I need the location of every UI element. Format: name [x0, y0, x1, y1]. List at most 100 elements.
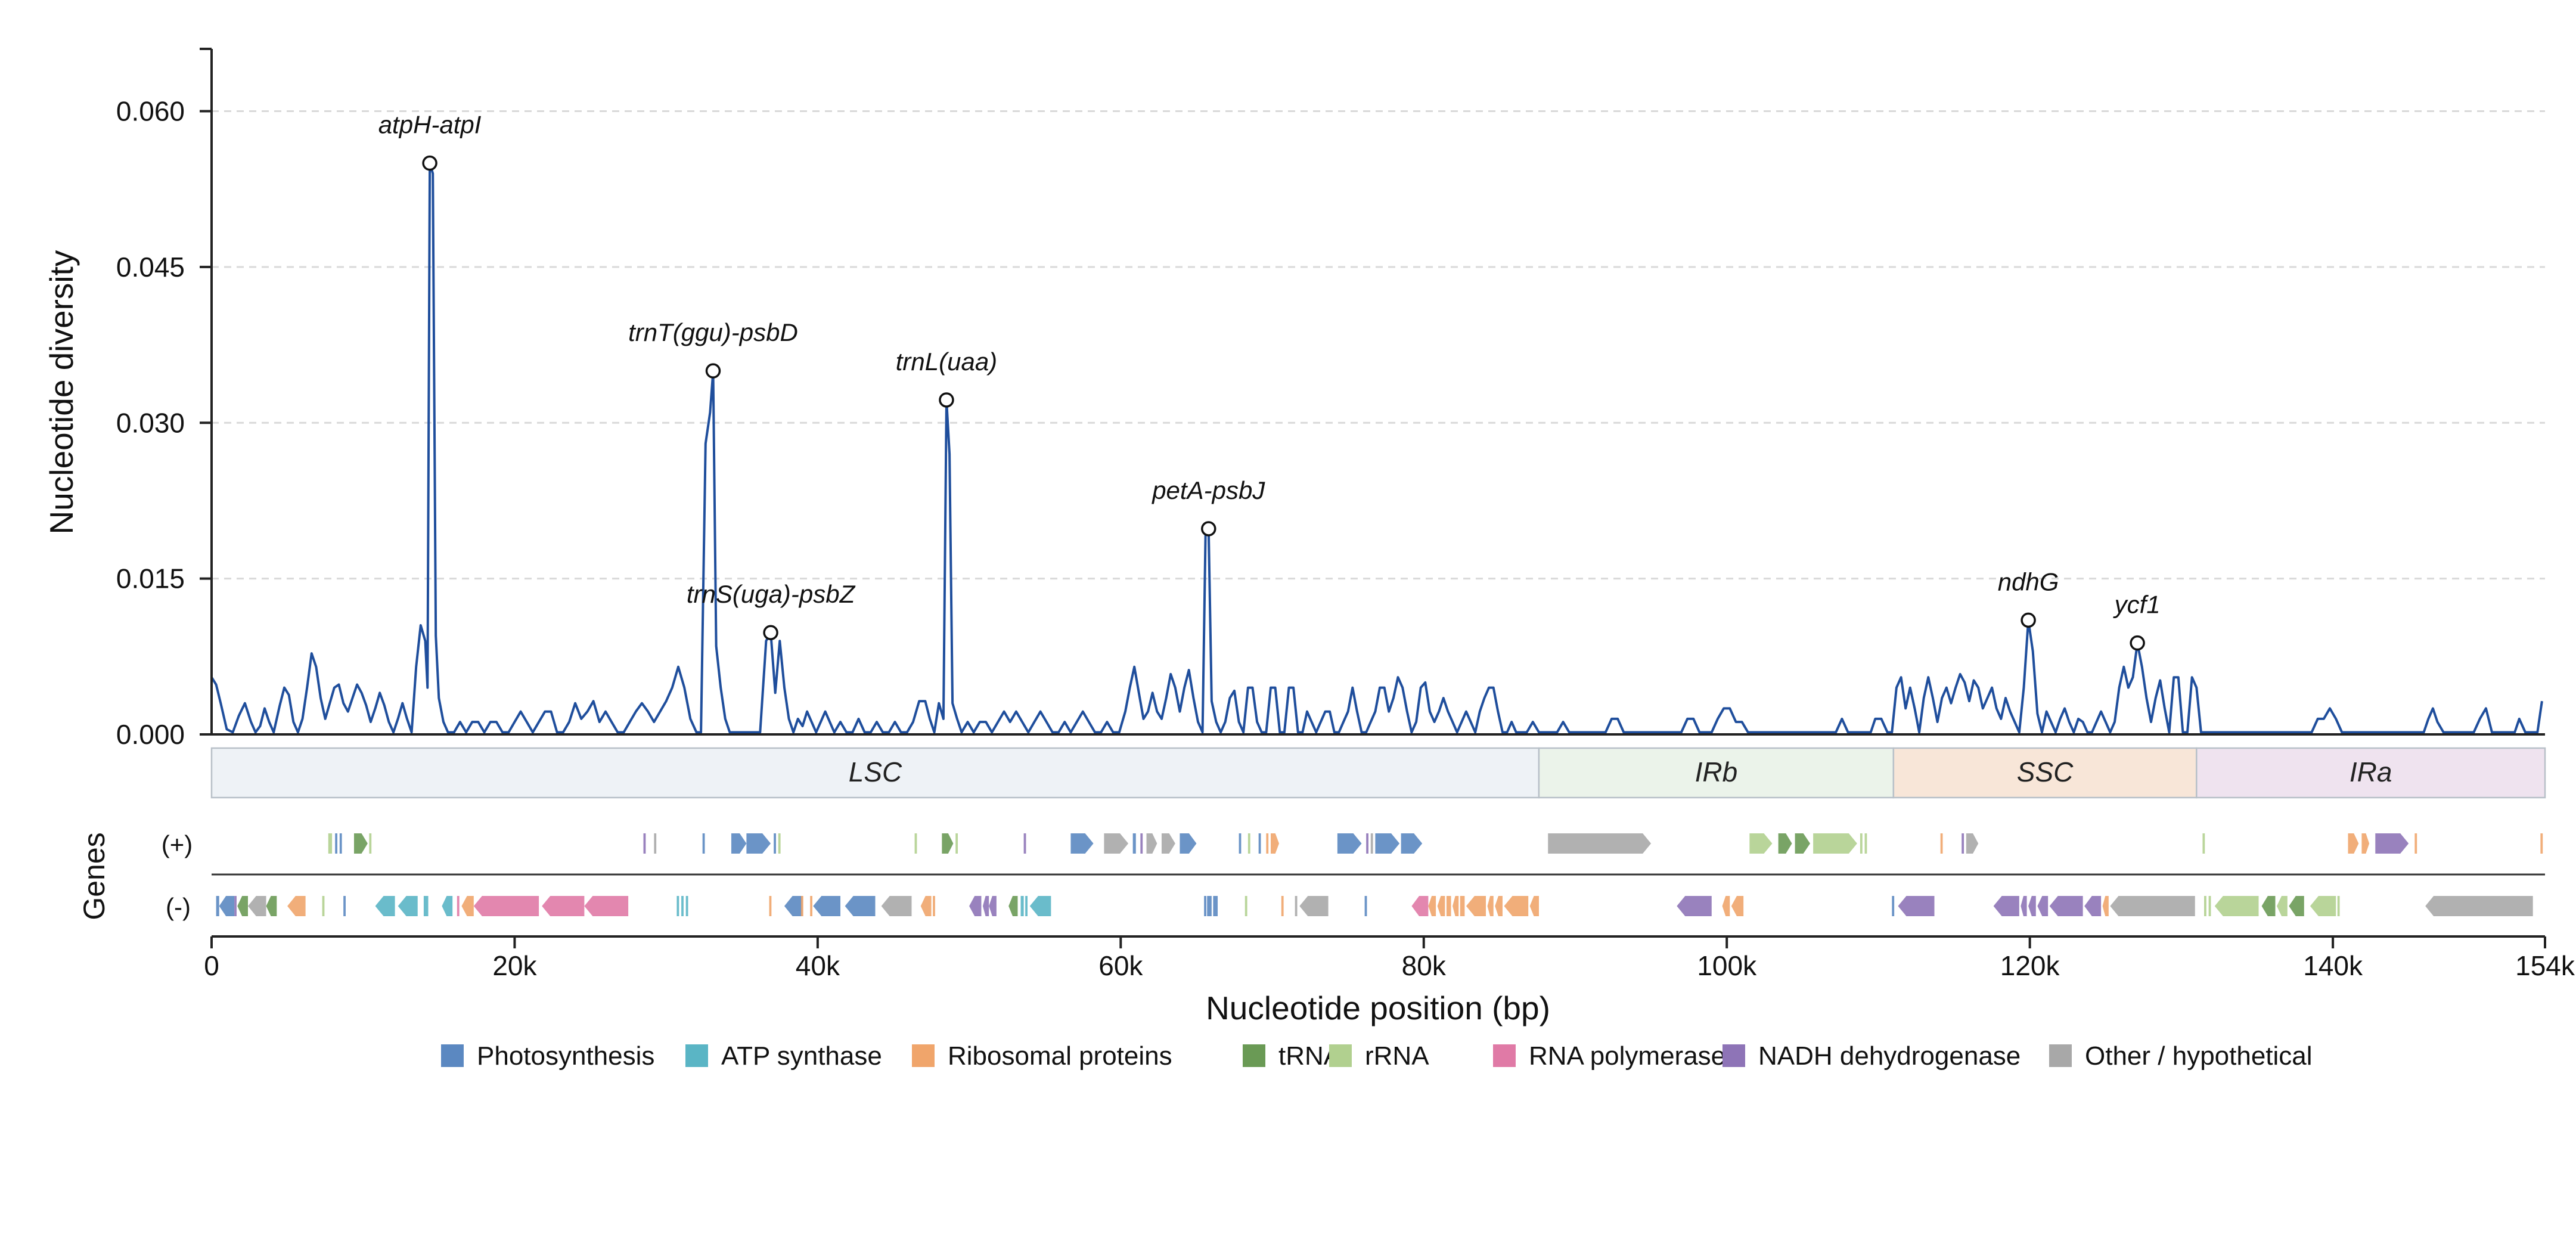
gene-minus	[1025, 896, 1028, 916]
gene-minus	[473, 896, 539, 916]
gene-minus	[881, 896, 912, 916]
gene-minus	[234, 896, 237, 916]
gene-minus	[784, 896, 803, 916]
gene-plus	[1161, 833, 1175, 854]
gene-minus	[2028, 896, 2036, 916]
gene-minus	[2102, 896, 2109, 916]
gene-minus	[2049, 896, 2083, 916]
gene-minus	[982, 896, 989, 916]
peak-label: trnS(uga)-psbZ	[687, 580, 856, 608]
gene-plus	[2202, 833, 2205, 854]
gene-minus	[219, 896, 235, 916]
gene-minus	[398, 896, 418, 916]
peak-point	[763, 625, 778, 640]
diversity-line-series	[210, 162, 2543, 734]
peak-label: trnT(ggu)-psbD	[628, 318, 798, 346]
gene-minus	[216, 896, 219, 916]
gene-plus	[1860, 833, 1863, 854]
x-axis-label: Nucleotide position (bp)	[1206, 990, 1550, 1026]
gene-minus	[1677, 896, 1712, 916]
gene-plus	[778, 833, 781, 854]
peak-label: trnL(uaa)	[896, 348, 997, 376]
gene-minus	[584, 896, 629, 916]
x-axis: 0 20k 40k 60k 80k 100k 120k 140k 154k	[204, 935, 2575, 981]
legend-label: Other / hypothetical	[2085, 1041, 2313, 1071]
gene-plus	[1146, 833, 1157, 854]
gene-minus	[920, 896, 932, 916]
gene-minus	[685, 896, 688, 916]
gene-plus	[1337, 833, 1362, 854]
gene-minus	[2310, 896, 2336, 916]
peak-point	[705, 363, 721, 379]
y-tick-label: 0.015	[116, 563, 185, 594]
x-tick-label: 100k	[1697, 950, 1757, 981]
gene-plus	[328, 833, 333, 854]
genome-regions-track: LSC IRb SSC IRa	[210, 747, 2546, 799]
y-tick-label: 0.030	[116, 407, 185, 438]
gene-minus	[2037, 896, 2049, 916]
gene-plus	[2375, 833, 2409, 854]
region-label: SSC	[2017, 756, 2074, 787]
y-tick-label: 0.045	[116, 252, 185, 283]
gene-minus	[461, 896, 474, 916]
gene-minus	[442, 896, 453, 916]
gene-minus	[1495, 896, 1503, 916]
gene-plus	[1271, 833, 1279, 854]
gene-minus	[1299, 896, 1329, 916]
gene-minus	[2337, 896, 2340, 916]
legend: Photosynthesis ATP synthase Ribosomal prot…	[441, 1041, 2313, 1071]
gene-minus	[813, 896, 841, 916]
gene-minus	[1993, 896, 2019, 916]
legend-swatch	[1243, 1044, 1265, 1067]
gene-plus	[643, 833, 646, 854]
gene-minus	[1504, 896, 1529, 916]
gene-minus	[2289, 896, 2304, 916]
legend-label: rRNA	[1365, 1041, 1429, 1071]
legend-label: Photosynthesis	[477, 1041, 654, 1071]
legend-swatch	[2049, 1044, 2072, 1067]
peak-label: atpH-atpI	[378, 111, 482, 139]
gene-minus	[2204, 896, 2206, 916]
legend-swatch	[441, 1044, 464, 1067]
gene-plus	[1940, 833, 1943, 854]
legend-label: RNA polymerase	[1529, 1041, 1725, 1071]
gene-minus	[810, 896, 812, 916]
genes-label: Genes	[77, 832, 111, 920]
peak-label: petA-psbJ	[1151, 476, 1265, 504]
gene-plus	[1247, 833, 1250, 854]
peak-point	[422, 155, 437, 171]
gene-plus	[2414, 833, 2417, 854]
y-tick-label: 0.000	[116, 719, 185, 750]
gene-plus	[1023, 833, 1026, 854]
gene-minus	[343, 896, 346, 916]
gene-minus	[2261, 896, 2276, 916]
gene-minus	[1722, 896, 1730, 916]
peak-point	[2021, 612, 2036, 628]
gene-minus	[1437, 896, 1445, 916]
gene-minus	[542, 896, 585, 916]
gene-plus	[2361, 833, 2370, 854]
gene-minus	[800, 896, 803, 916]
genes-track: Genes (+) (-)	[77, 830, 2545, 921]
gene-plus	[942, 833, 954, 854]
gene-plus	[1366, 833, 1368, 854]
gene-minus	[845, 896, 876, 916]
gene-plus	[1813, 833, 1857, 854]
gene-plus	[1778, 833, 1792, 854]
gene-minus	[1466, 896, 1486, 916]
gene-minus	[1207, 896, 1212, 916]
gene-minus	[1892, 896, 1895, 916]
y-tick-label: 0.060	[116, 96, 185, 127]
gene-plus	[2348, 833, 2359, 854]
gene-minus	[2208, 896, 2211, 916]
legend-swatch	[1329, 1044, 1352, 1067]
grid-lines	[212, 110, 2545, 580]
gene-plus	[1966, 833, 1979, 854]
gene-plus	[731, 833, 747, 854]
peak-point	[2130, 635, 2145, 651]
gene-minus	[1295, 896, 1298, 916]
gene-minus	[1428, 896, 1436, 916]
gene-minus	[2214, 896, 2259, 916]
legend-label: Ribosomal proteins	[948, 1041, 1172, 1071]
